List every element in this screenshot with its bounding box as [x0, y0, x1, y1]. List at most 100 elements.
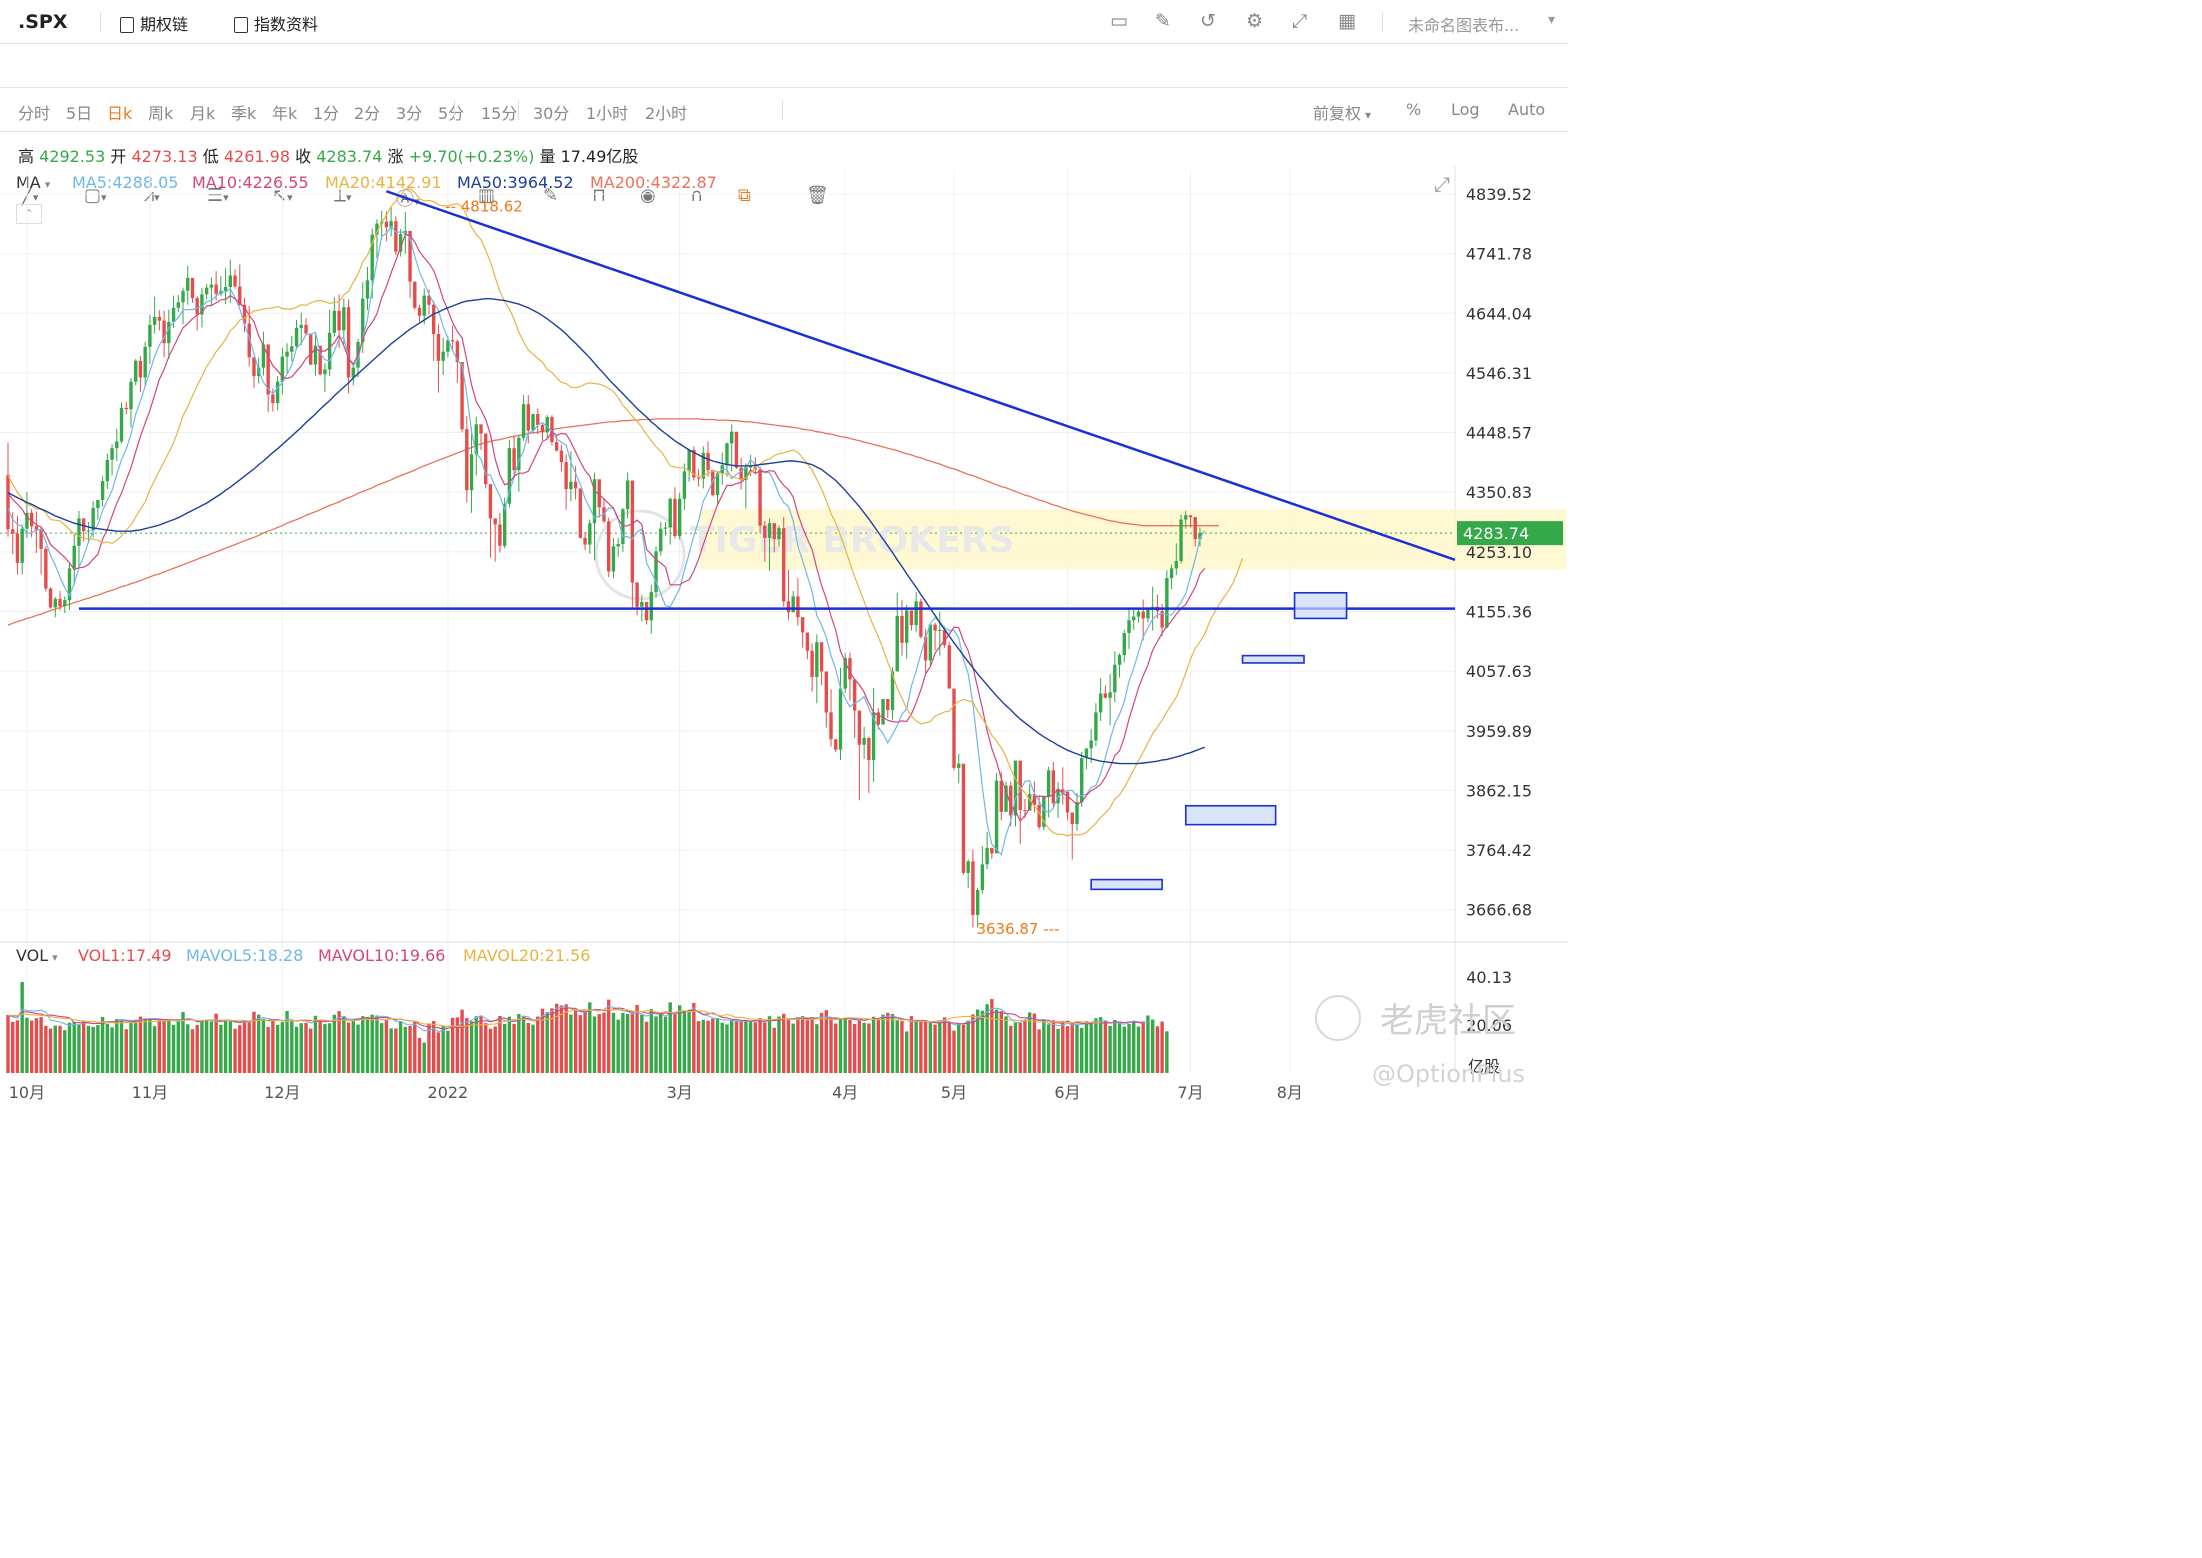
volume-bar — [758, 1018, 762, 1073]
measure-tool-icon[interactable]: ⟂▾ — [334, 185, 352, 206]
layout-dropdown-icon[interactable]: ▾ — [1548, 12, 1556, 28]
candle-body — [588, 523, 592, 545]
brush-icon[interactable]: ✎ — [543, 185, 559, 206]
lock-icon[interactable]: ⊓ — [592, 185, 607, 206]
period-intraday[interactable]: 分时 — [18, 104, 51, 123]
symbol-title[interactable]: .SPX — [18, 11, 68, 33]
volume-bar — [763, 1022, 767, 1073]
period-yearly[interactable]: 年k — [272, 104, 298, 123]
magnet-icon[interactable]: ∩ — [690, 185, 704, 206]
candle-body — [115, 441, 119, 449]
volume-bar — [990, 999, 994, 1073]
arrow-tool-icon[interactable]: ↖▾ — [272, 185, 293, 206]
candle-body — [857, 710, 862, 745]
candle-body — [777, 528, 781, 540]
period-monthly[interactable]: 月k — [190, 104, 216, 123]
ma-lines — [7, 188, 1244, 856]
candle-body — [417, 307, 422, 316]
period-1m[interactable]: 1分 — [313, 104, 340, 123]
layout-grid-icon[interactable]: ▦ — [1338, 10, 1356, 32]
volume-bar — [682, 1010, 687, 1073]
eye-icon[interactable]: ◉ — [640, 185, 656, 206]
volume-bar — [342, 1016, 346, 1073]
volume-bar — [886, 1012, 890, 1073]
period-15m[interactable]: 15分 — [481, 104, 518, 123]
candle-body — [465, 429, 469, 491]
bar-stats-icon[interactable]: ▥ — [478, 185, 496, 206]
candle-body — [58, 598, 62, 607]
change-label: 涨 — [387, 147, 404, 166]
period-3m[interactable]: 3分 — [396, 104, 423, 123]
volume-bar — [67, 1022, 72, 1073]
edit-icon[interactable]: ✎ — [1155, 10, 1171, 32]
candle-body — [852, 679, 857, 711]
expand-chart-icon[interactable]: ⤢ — [1434, 172, 1450, 196]
volume-bar — [1070, 1022, 1074, 1073]
highlight-box — [1090, 878, 1163, 891]
volume-bar — [602, 1012, 606, 1073]
fullscreen-icon[interactable]: ⤢ — [1292, 10, 1308, 32]
percent-toggle[interactable]: % — [1406, 100, 1422, 119]
log-toggle[interactable]: Log — [1451, 100, 1480, 119]
trendline-tool-icon[interactable]: ╱▾ — [22, 185, 39, 206]
candle-body — [493, 518, 497, 525]
period-2h[interactable]: 2小时 — [645, 104, 688, 123]
auto-toggle[interactable]: Auto — [1508, 100, 1546, 119]
period-2m[interactable]: 2分 — [354, 104, 381, 123]
candle-body — [1046, 770, 1051, 797]
candle-body — [536, 413, 540, 425]
candle-body — [1051, 770, 1056, 804]
volume-bar — [252, 1011, 256, 1073]
candle-body — [630, 480, 635, 583]
link-drawings-icon[interactable]: ⧉ — [738, 185, 751, 206]
volume-bar — [81, 1021, 86, 1073]
period-weekly[interactable]: 周k — [148, 104, 174, 123]
candle-body — [701, 453, 706, 479]
period-quarterly[interactable]: 季k — [231, 104, 257, 123]
candle-body — [1165, 578, 1169, 628]
fibonacci-tool-icon[interactable]: ☰▾ — [207, 185, 229, 206]
volume-bar — [143, 1019, 147, 1073]
period-30m[interactable]: 30分 — [533, 104, 570, 123]
x-tick-label: 2022 — [428, 1083, 469, 1102]
chart-icon — [120, 17, 134, 33]
price-chart[interactable]: TIGER BROKERS -- 4818.62 3636.87 --- 4839… — [0, 0, 1568, 1110]
settings-gear-icon[interactable]: ⚙ — [1246, 10, 1264, 32]
trash-icon[interactable]: 🗑 — [806, 185, 829, 206]
index-info-button[interactable]: 指数资料 — [234, 11, 318, 35]
chart-layout-name[interactable]: 未命名图表布... — [1408, 16, 1520, 35]
period-5m[interactable]: 5分 — [438, 104, 465, 123]
volume-bar — [502, 1023, 507, 1073]
period-daily[interactable]: 日k — [107, 104, 133, 123]
vol-indicator-dropdown[interactable]: VOL ▾ — [16, 946, 58, 965]
refresh-icon[interactable]: ↺ — [1200, 10, 1216, 32]
volume-bar — [72, 1021, 76, 1073]
candle-body — [1065, 791, 1070, 813]
rectangle-tool-icon[interactable]: ▢▾ — [84, 185, 107, 206]
index-info-label: 指数资料 — [254, 15, 319, 34]
ohlc-info: 高 4292.53 开 4273.13 低 4261.98 收 4283.74 … — [18, 143, 638, 167]
volume-bar — [441, 1025, 445, 1073]
volume-bar — [701, 1019, 706, 1073]
ma-indicator-dropdown[interactable]: MA ▾ — [16, 173, 50, 192]
volume-bar — [124, 1029, 128, 1073]
volume-bar — [521, 1015, 526, 1073]
period-1h[interactable]: 1小时 — [586, 104, 629, 123]
vol-tick-label: 40.13 — [1466, 968, 1512, 987]
pattern-tool-icon[interactable]: ⩘▾ — [144, 185, 160, 206]
change-value: +9.70(+0.23%) — [408, 147, 535, 166]
volume-bar — [507, 1016, 512, 1073]
candle-body — [474, 424, 478, 455]
volume-bar — [711, 1018, 715, 1073]
volume-bar — [625, 1014, 630, 1073]
mavol5-legend: MAVOL5:18.28 — [186, 946, 304, 965]
options-chain-button[interactable]: 期权链 — [120, 11, 188, 35]
document-icon — [234, 17, 248, 33]
indicator-icon[interactable]: ▭ — [1110, 10, 1128, 32]
price-adjust-dropdown[interactable]: 前复权 ▾ — [1313, 100, 1371, 124]
collapse-legend-button[interactable]: ⌃ — [16, 204, 42, 224]
volume-bar — [309, 1028, 313, 1073]
candle-body — [1141, 611, 1145, 619]
period-5d[interactable]: 5日 — [66, 104, 93, 123]
candle-body — [886, 698, 890, 710]
